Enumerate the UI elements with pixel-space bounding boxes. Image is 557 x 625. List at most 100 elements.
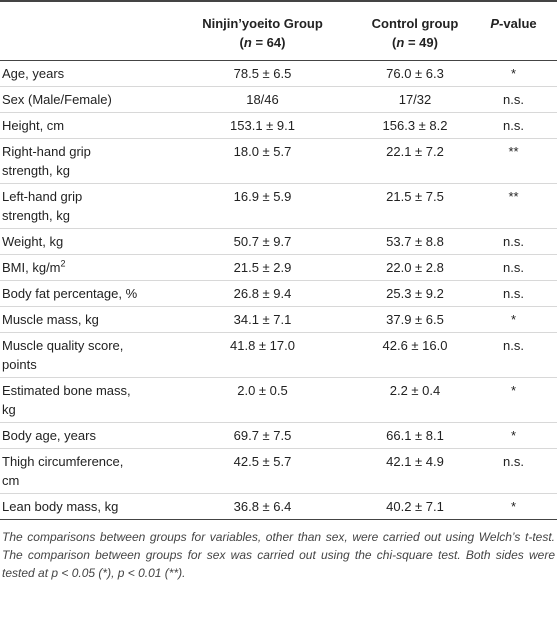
row-label: Thigh circumference, cm — [0, 448, 165, 494]
cell: * — [470, 422, 557, 449]
cell: 37.9 ± 6.5 — [360, 306, 470, 333]
cell: n.s. — [470, 254, 557, 281]
row-label: Age, years — [0, 60, 165, 87]
header-text: Ninjin’yoeito Group — [202, 16, 323, 31]
table-row: Age, years 78.5 ± 6.5 76.0 ± 6.3 * — [0, 60, 557, 87]
label-text: BMI, kg/m — [2, 260, 61, 275]
table-row: BMI, kg/m2 21.5 ± 2.9 22.0 ± 2.8 n.s. — [0, 254, 557, 281]
cell: 18/46 — [165, 86, 360, 113]
cell: ** — [470, 138, 557, 184]
table-row: Body fat percentage, % 26.8 ± 9.4 25.3 ± 9… — [0, 280, 557, 307]
label-text: Muscle quality score, — [2, 338, 124, 353]
row-label: Estimated bone mass, kg — [0, 377, 165, 423]
cell: 16.9 ± 5.9 — [165, 183, 360, 229]
row-label: Sex (Male/Female) — [0, 86, 165, 113]
label-text: Body fat percentage, % — [2, 286, 138, 301]
header-cell: Ninjin’yoeito Group (n = 64) — [165, 0, 360, 61]
cell: 22.1 ± 7.2 — [360, 138, 470, 184]
header-text: -value — [499, 16, 537, 31]
cell: 22.0 ± 2.8 — [360, 254, 470, 281]
cell: n.s. — [470, 280, 557, 307]
table-row: Thigh circumference, cm 42.5 ± 5.7 42.1 ± 4… — [0, 448, 557, 494]
footnote: The comparisons between groups for varia… — [2, 530, 555, 580]
row-label: Height, cm — [0, 112, 165, 139]
header-text: n — [243, 35, 252, 50]
label-text: Thigh circumference, — [2, 454, 124, 469]
cell: 26.8 ± 9.4 — [165, 280, 360, 307]
cell: 78.5 ± 6.5 — [165, 60, 360, 87]
header-text: n — [396, 35, 405, 50]
table-row: Muscle quality score, points 41.8 ± 17.0 42… — [0, 332, 557, 378]
label-text: kg — [2, 402, 16, 417]
label-text: Left-hand grip — [2, 189, 83, 204]
row-label: Body age, years — [0, 422, 165, 449]
cell: * — [470, 306, 557, 333]
table-row: Estimated bone mass, kg 2.0 ± 0.5 2.2 ± 0.4… — [0, 377, 557, 423]
header-cell: P-value — [470, 0, 557, 61]
header-text: = 49) — [404, 35, 438, 50]
label-text: Estimated bone mass, — [2, 383, 131, 398]
cell: 42.6 ± 16.0 — [360, 332, 470, 378]
label-text: strength, kg — [2, 208, 70, 223]
cell: 76.0 ± 6.3 — [360, 60, 470, 87]
cell: 156.3 ± 8.2 — [360, 112, 470, 139]
cell: 2.0 ± 0.5 — [165, 377, 360, 423]
cell: 21.5 ± 2.9 — [165, 254, 360, 281]
cell: 40.2 ± 7.1 — [360, 493, 470, 520]
header-row: Ninjin’yoeito Group (n = 64) Control group… — [0, 0, 557, 61]
row-label: Left-hand grip strength, kg — [0, 183, 165, 229]
cell: n.s. — [470, 228, 557, 255]
label-text: Body age, years — [2, 428, 96, 443]
label-text: strength, kg — [2, 163, 70, 178]
label-text: cm — [2, 473, 20, 488]
cell: ** — [470, 183, 557, 229]
label-text: Height, cm — [2, 118, 65, 133]
label-text: Age, years — [2, 66, 65, 81]
label-text: Lean body mass, kg — [2, 499, 119, 514]
row-label: Muscle quality score, points — [0, 332, 165, 378]
table-row: Left-hand grip strength, kg 16.9 ± 5.9 21.5… — [0, 183, 557, 229]
header-text: ( — [239, 35, 244, 50]
cell: * — [470, 60, 557, 87]
label-text: Weight, kg — [2, 234, 64, 249]
cell: 17/32 — [360, 86, 470, 113]
cell: 21.5 ± 7.5 — [360, 183, 470, 229]
cell: * — [470, 377, 557, 423]
header-cell — [0, 0, 165, 61]
cell: n.s. — [470, 86, 557, 113]
row-label: Weight, kg — [0, 228, 165, 255]
cell: 34.1 ± 7.1 — [165, 306, 360, 333]
header-text: P — [490, 16, 500, 31]
cell: 42.5 ± 5.7 — [165, 448, 360, 494]
cell: n.s. — [470, 112, 557, 139]
cell: 50.7 ± 9.7 — [165, 228, 360, 255]
row-label: Body fat percentage, % — [0, 280, 165, 307]
label-text: Right-hand grip — [2, 144, 91, 159]
cell: 42.1 ± 4.9 — [360, 448, 470, 494]
header-cell: Control group (n = 49) — [360, 0, 470, 61]
header-text: ( — [392, 35, 397, 50]
row-label: Right-hand grip strength, kg — [0, 138, 165, 184]
table-row: Body age, years 69.7 ± 7.5 66.1 ± 8.1 * — [0, 422, 557, 449]
cell: n.s. — [470, 332, 557, 378]
cell: 66.1 ± 8.1 — [360, 422, 470, 449]
header-text: Control group — [371, 16, 459, 31]
row-label: Muscle mass, kg — [0, 306, 165, 333]
header-text: = 64) — [251, 35, 286, 50]
table-row: Sex (Male/Female) 18/46 17/32 n.s. — [0, 86, 557, 113]
table-row: Muscle mass, kg 34.1 ± 7.1 37.9 ± 6.5 * — [0, 306, 557, 333]
cell: 69.7 ± 7.5 — [165, 422, 360, 449]
cell: 53.7 ± 8.8 — [360, 228, 470, 255]
row-label: Lean body mass, kg — [0, 493, 165, 520]
label-text: points — [2, 357, 37, 372]
row-label: BMI, kg/m2 — [0, 254, 165, 281]
cell: 18.0 ± 5.7 — [165, 138, 360, 184]
superscript: 2 — [60, 258, 66, 269]
data-table: Ninjin’yoeito Group (n = 64) Control group… — [0, 0, 557, 520]
cell: n.s. — [470, 448, 557, 494]
table-row: Height, cm 153.1 ± 9.1 156.3 ± 8.2 n.s. — [0, 112, 557, 139]
table-row: Right-hand grip strength, kg 18.0 ± 5.7 22.… — [0, 138, 557, 184]
cell: 36.8 ± 6.4 — [165, 493, 360, 520]
cell: 2.2 ± 0.4 — [360, 377, 470, 423]
